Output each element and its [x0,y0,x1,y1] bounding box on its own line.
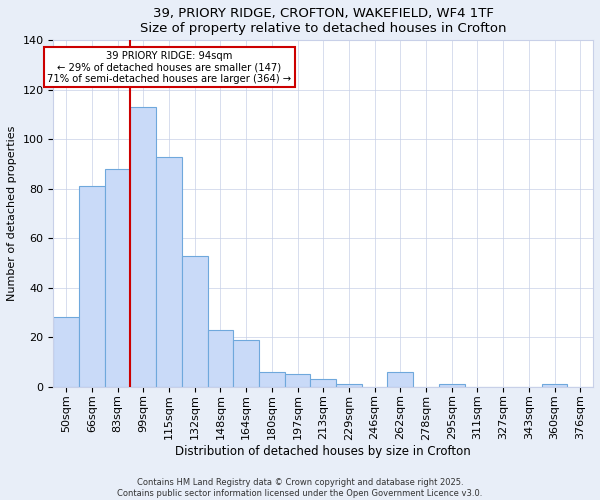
Bar [542,384,568,386]
Bar [233,340,259,386]
Bar [182,256,208,386]
Bar [79,186,105,386]
Text: 39 PRIORY RIDGE: 94sqm
← 29% of detached houses are smaller (147)
71% of semi-de: 39 PRIORY RIDGE: 94sqm ← 29% of detached… [47,50,292,84]
Bar [105,169,130,386]
X-axis label: Distribution of detached houses by size in Crofton: Distribution of detached houses by size … [175,445,471,458]
Bar [259,372,284,386]
Bar [439,384,464,386]
Text: Contains HM Land Registry data © Crown copyright and database right 2025.
Contai: Contains HM Land Registry data © Crown c… [118,478,482,498]
Bar [208,330,233,386]
Y-axis label: Number of detached properties: Number of detached properties [7,126,17,301]
Bar [388,372,413,386]
Bar [53,318,79,386]
Title: 39, PRIORY RIDGE, CROFTON, WAKEFIELD, WF4 1TF
Size of property relative to detac: 39, PRIORY RIDGE, CROFTON, WAKEFIELD, WF… [140,7,506,35]
Bar [156,156,182,386]
Bar [336,384,362,386]
Bar [130,107,156,386]
Bar [284,374,310,386]
Bar [310,380,336,386]
